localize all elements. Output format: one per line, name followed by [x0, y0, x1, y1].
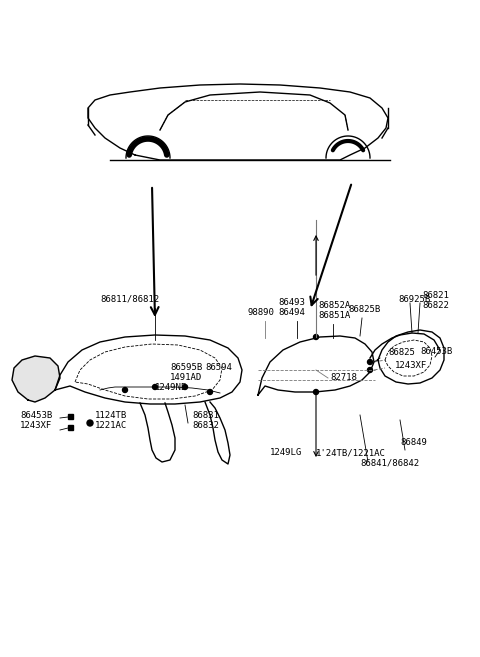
- Text: 1'24TB/1221AC: 1'24TB/1221AC: [316, 448, 386, 457]
- Circle shape: [87, 420, 93, 426]
- Text: 86453B: 86453B: [20, 411, 52, 420]
- Circle shape: [207, 390, 213, 394]
- Text: 86841/86842: 86841/86842: [360, 458, 419, 467]
- Bar: [68, 425, 73, 430]
- Circle shape: [313, 390, 319, 394]
- Text: 86851A: 86851A: [318, 311, 350, 320]
- Text: 86832: 86832: [192, 421, 219, 430]
- Text: 1124TB: 1124TB: [95, 411, 127, 420]
- Text: 1221AC: 1221AC: [95, 421, 127, 430]
- Circle shape: [368, 359, 372, 365]
- Text: 86925B: 86925B: [398, 295, 430, 304]
- Text: 98890: 98890: [248, 308, 275, 317]
- Text: 1249LG: 1249LG: [270, 448, 302, 457]
- Text: 86825: 86825: [388, 348, 415, 357]
- Text: 86493: 86493: [278, 298, 305, 307]
- Text: 86852A: 86852A: [318, 301, 350, 310]
- Bar: [68, 414, 73, 419]
- Circle shape: [153, 384, 157, 390]
- Text: 86831: 86831: [192, 411, 219, 420]
- Text: 86453B: 86453B: [420, 347, 452, 356]
- Circle shape: [182, 384, 188, 390]
- Text: 86494: 86494: [278, 308, 305, 317]
- Text: 82718: 82718: [330, 373, 357, 382]
- Text: 1491AD: 1491AD: [170, 373, 202, 382]
- Text: 86825B: 86825B: [348, 305, 380, 314]
- Circle shape: [368, 367, 372, 373]
- Text: 86811/86812: 86811/86812: [100, 295, 159, 304]
- Circle shape: [122, 388, 128, 392]
- Text: 86594: 86594: [205, 363, 232, 372]
- Polygon shape: [12, 356, 60, 402]
- Text: 1243XF: 1243XF: [395, 361, 427, 370]
- Text: 86822: 86822: [422, 301, 449, 310]
- Text: 86595B: 86595B: [170, 363, 202, 372]
- Text: 86821: 86821: [422, 291, 449, 300]
- Text: 86849: 86849: [400, 438, 427, 447]
- Text: 1249NE: 1249NE: [155, 383, 187, 392]
- Text: 1243XF: 1243XF: [20, 421, 52, 430]
- Circle shape: [313, 334, 319, 340]
